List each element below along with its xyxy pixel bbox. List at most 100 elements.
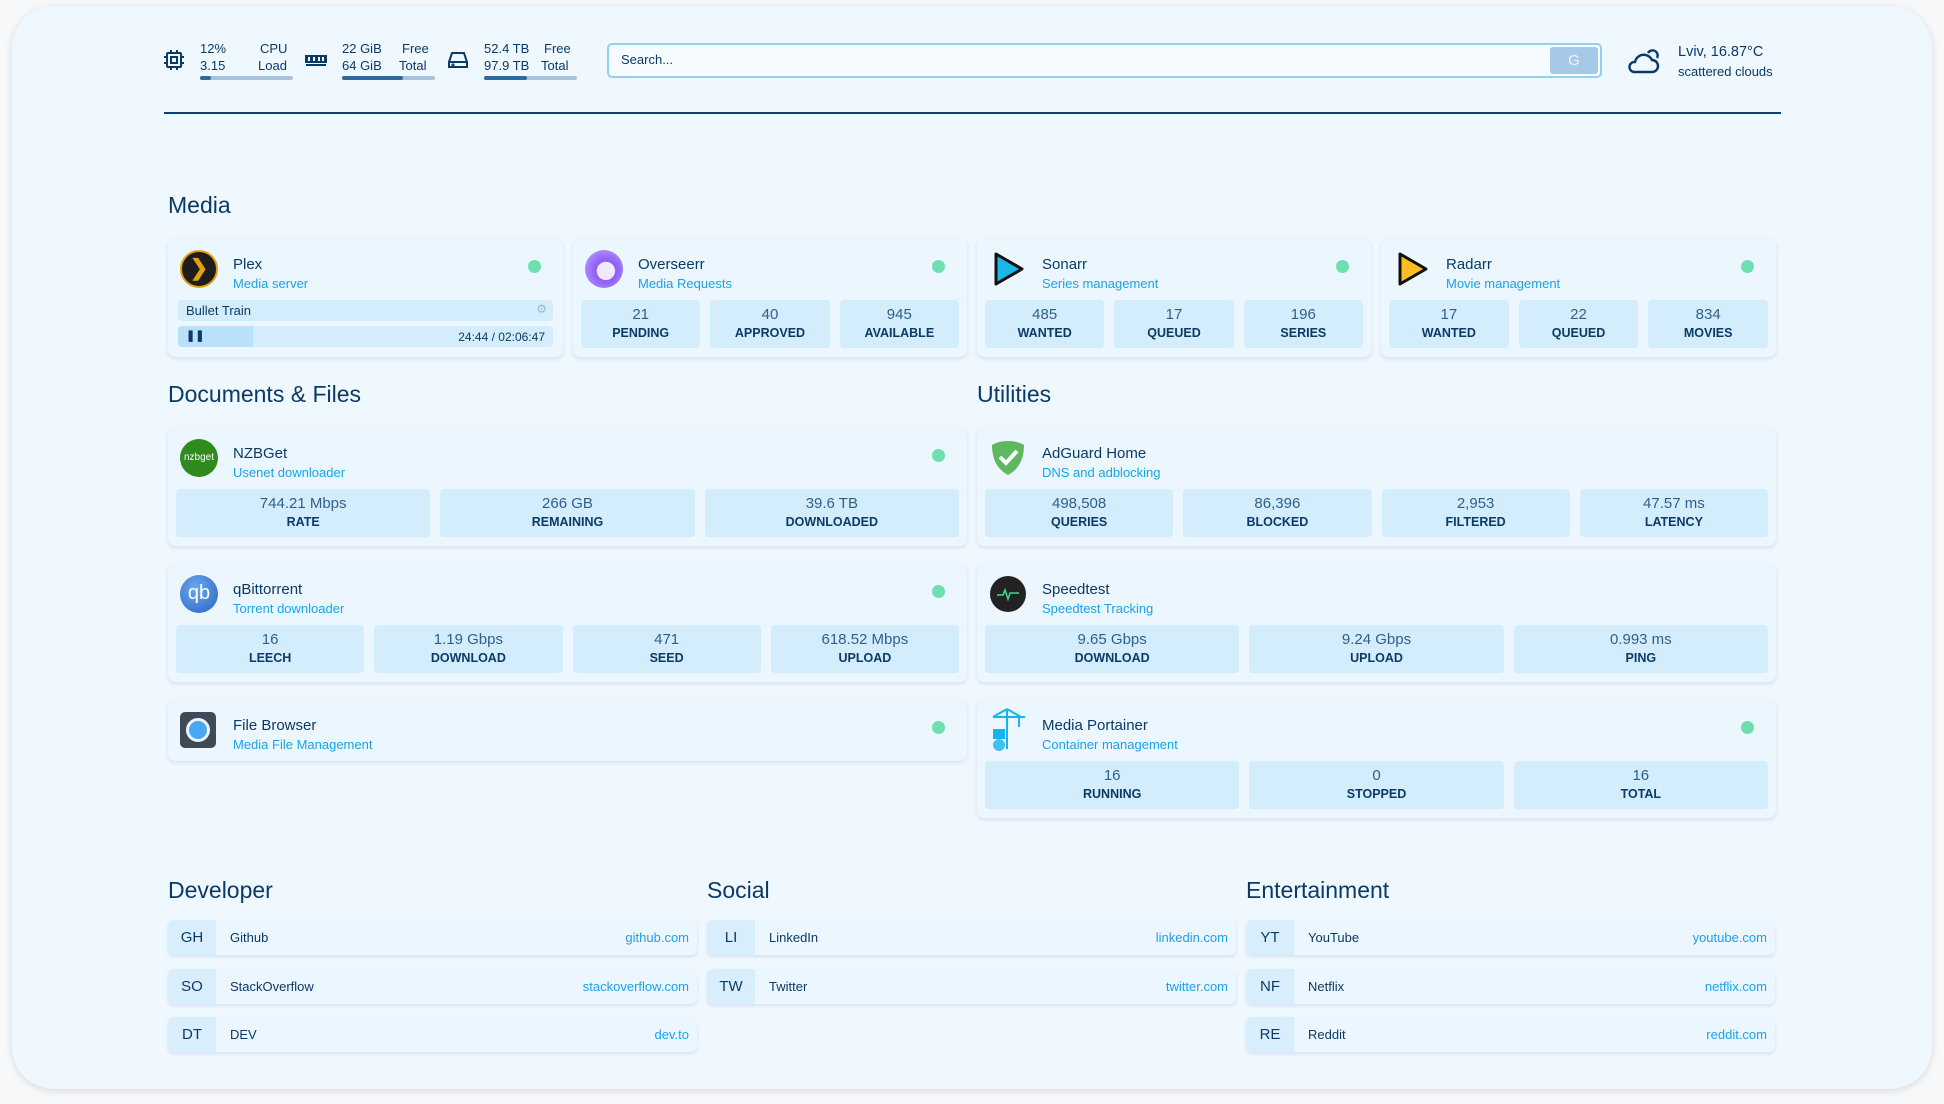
speedtest-pulse-icon: [990, 576, 1026, 612]
stat-upload: 618.52 Mbps UPLOAD: [770, 625, 959, 673]
status-dot: [1741, 260, 1754, 273]
section-title-utilities: Utilities: [977, 381, 1052, 407]
service-card-plex[interactable]: ❯ Plex Media server Bullet Train ⚙ ❚❚ 24…: [168, 238, 563, 357]
stat-value: 945: [886, 306, 912, 323]
service-name: File Browser: [233, 717, 317, 734]
service-card-portainer[interactable]: Media Portainer Container management 16 R…: [977, 699, 1776, 818]
bookmark-linkedin[interactable]: LI LinkedIn linkedin.com: [707, 920, 1236, 955]
weather-location-temp: Lviv, 16.87°C: [1678, 44, 1764, 60]
header-divider: [164, 112, 1781, 114]
service-stats: 485 WANTED 17 QUEUED 196 SERIES: [985, 300, 1363, 348]
stat-value: 22: [1570, 306, 1587, 323]
search-input[interactable]: [621, 52, 1521, 67]
bookmark-netflix[interactable]: NF Netflix netflix.com: [1246, 968, 1775, 1004]
service-name: Speedtest: [1042, 581, 1110, 598]
status-dot: [932, 260, 945, 273]
service-description: Media File Management: [233, 737, 373, 752]
stat-value: 17: [1165, 306, 1183, 323]
status-dot: [932, 449, 945, 462]
bookmark-url[interactable]: youtube.com: [1692, 930, 1767, 945]
service-card-speedtest[interactable]: Speedtest Speedtest Tracking 9.65 Gbps DO…: [977, 563, 1776, 682]
stat-stopped: 0 STOPPED: [1249, 761, 1504, 809]
memory-total-label: Total: [399, 58, 427, 73]
section-title-media: Media: [168, 192, 231, 218]
bookmark-name: Netflix: [1308, 978, 1345, 994]
stat-movies: 834 MOVIES: [1648, 300, 1769, 348]
service-card-adguard[interactable]: AdGuard Home DNS and adblocking 498,508 Q…: [977, 427, 1776, 546]
bookmark-twitter[interactable]: TW Twitter twitter.com: [707, 968, 1236, 1004]
section-title-developer: Developer: [168, 877, 273, 903]
status-dot: [1741, 721, 1754, 734]
stat-value: 744.21 Mbps: [259, 495, 347, 512]
service-card-nzbget[interactable]: nzbget NZBGet Usenet downloader 744.21 M…: [168, 427, 967, 546]
pause-icon[interactable]: ❚❚: [186, 330, 205, 342]
bookmark-github[interactable]: GH Github github.com: [168, 920, 697, 955]
load-label: Load: [258, 58, 287, 73]
stat-blocked: 86,396 BLOCKED: [1183, 489, 1372, 537]
service-card-sonarr[interactable]: Sonarr Series management 485 WANTED 17 QUEU…: [977, 238, 1371, 357]
section-title-social: Social: [707, 877, 770, 903]
stat-value: 17: [1440, 306, 1458, 323]
stat-value: 266 GB: [542, 495, 593, 512]
service-card-overseerr[interactable]: Overseerr Media Requests 21 PENDING 40 APPR…: [573, 238, 967, 357]
bookmark-dev[interactable]: DT DEV dev.to: [168, 1017, 697, 1052]
bookmark-abbr: TW: [707, 968, 755, 1004]
bookmark-abbr: DT: [168, 1017, 216, 1052]
bookmark-url[interactable]: linkedin.com: [1155, 930, 1228, 945]
bookmark-abbr: RE: [1246, 1017, 1294, 1052]
stat-value: 47.57 ms: [1643, 495, 1705, 512]
bookmark-url[interactable]: dev.to: [654, 1027, 689, 1042]
search-provider-button[interactable]: G: [1550, 47, 1598, 74]
playback-progress[interactable]: ❚❚ 24:44 / 02:06:47: [178, 326, 553, 347]
stat-label: UPLOAD: [838, 651, 892, 665]
bookmark-abbr: NF: [1246, 968, 1294, 1004]
radarr-logo-icon: [1398, 252, 1428, 286]
service-name: Media Portainer: [1042, 717, 1148, 734]
stat-value: 471: [654, 631, 680, 648]
cpu-load: 3.15: [200, 58, 226, 73]
stat-value: 196: [1290, 306, 1316, 323]
stat-latency: 47.57 ms LATENCY: [1579, 489, 1768, 537]
stat-approved: 40 APPROVED: [710, 300, 830, 348]
service-stats: 17 WANTED 22 QUEUED 834 MOVIES: [1389, 300, 1769, 348]
service-card-qbittorrent[interactable]: qb qBittorrent Torrent downloader 16 LEEC…: [168, 563, 967, 682]
service-card-radarr[interactable]: Radarr Movie management 17 WANTED 22 QUEUED…: [1381, 238, 1776, 357]
memory-free: 22 GiB: [342, 41, 382, 56]
service-card-filebrowser[interactable]: File Browser Media File Management: [168, 699, 967, 761]
bookmark-abbr: LI: [707, 920, 755, 955]
adguard-shield-icon: [992, 441, 1024, 475]
stat-value: 0: [1372, 767, 1381, 784]
bookmark-stackoverflow[interactable]: SO StackOverflow stackoverflow.com: [168, 968, 697, 1004]
bookmark-url[interactable]: netflix.com: [1704, 978, 1767, 994]
stat-downloaded: 39.6 TB DOWNLOADED: [704, 489, 959, 537]
memory-free-label: Free: [402, 41, 429, 56]
stat-label: RATE: [286, 515, 320, 529]
stat-value: 0.993 ms: [1609, 631, 1672, 648]
cpu-widget: 12% CPU 3.15 Load: [162, 40, 297, 84]
service-description: Media server: [233, 276, 309, 291]
service-name: NZBGet: [233, 445, 288, 462]
stat-label: DOWNLOAD: [430, 651, 506, 665]
bookmark-youtube[interactable]: YT YouTube youtube.com: [1246, 920, 1775, 955]
service-description: Usenet downloader: [233, 465, 346, 480]
bookmark-reddit[interactable]: RE Reddit reddit.com: [1246, 1017, 1775, 1052]
cpu-percent: 12%: [200, 41, 227, 56]
cpu-icon: [164, 50, 184, 70]
stat-rate: 744.21 Mbps RATE: [176, 489, 431, 537]
service-name: Radarr: [1446, 256, 1492, 273]
bookmark-url[interactable]: reddit.com: [1706, 1027, 1767, 1042]
stat-seed: 471 SEED: [572, 625, 761, 673]
service-description: Torrent downloader: [233, 601, 345, 616]
memory-widget: 22 GiB Free 64 GiB Total: [304, 40, 439, 84]
stat-label: WANTED: [1017, 326, 1072, 340]
stat-series: 196 SERIES: [1243, 300, 1363, 348]
transcode-icon: ⚙: [536, 302, 547, 316]
dashboard-frame: [12, 6, 1932, 1089]
stat-remaining: 266 GB REMAINING: [440, 489, 695, 537]
bookmark-url[interactable]: stackoverflow.com: [582, 978, 689, 994]
bookmark-url[interactable]: github.com: [625, 930, 689, 945]
bookmark-url[interactable]: twitter.com: [1165, 978, 1228, 994]
stat-label: AVAILABLE: [864, 326, 935, 340]
stat-label: SERIES: [1280, 326, 1327, 340]
bookmark-name: Twitter: [769, 978, 808, 994]
